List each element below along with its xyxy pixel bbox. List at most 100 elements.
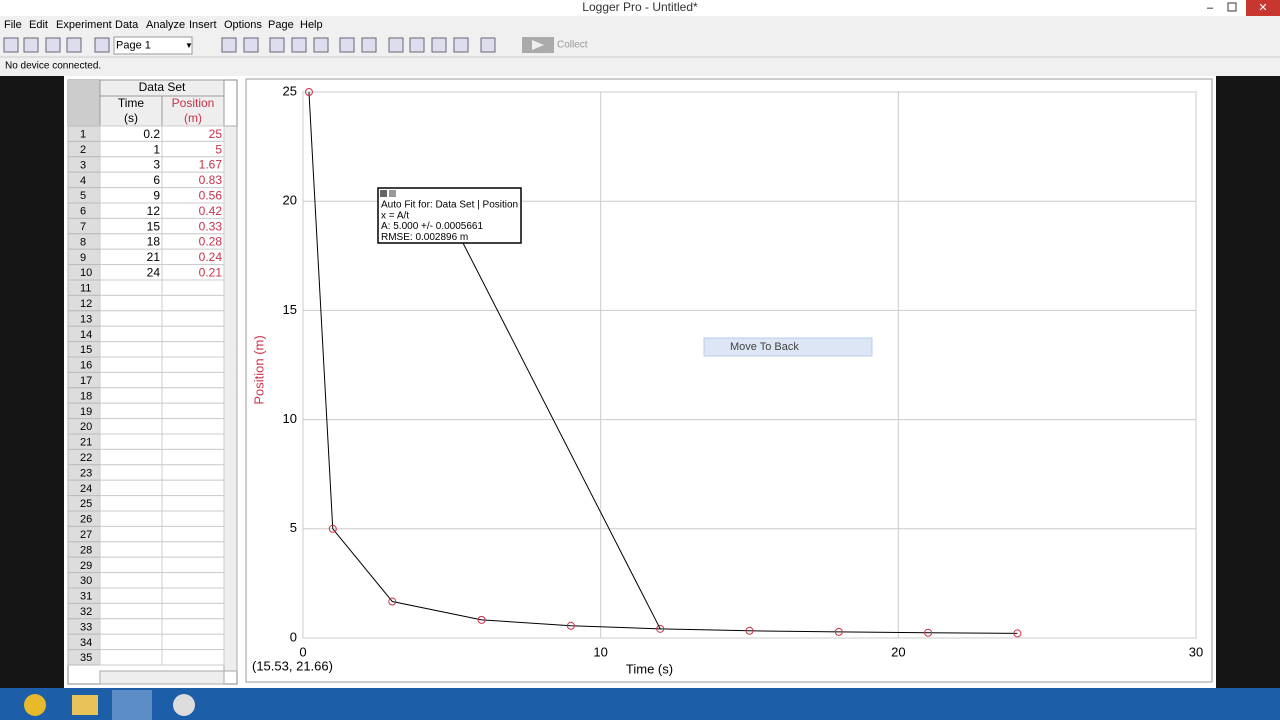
data-point[interactable] bbox=[656, 624, 665, 633]
column-header[interactable] bbox=[99, 95, 163, 127]
cell[interactable] bbox=[99, 541, 163, 558]
data-point[interactable] bbox=[388, 597, 397, 606]
cell[interactable] bbox=[161, 572, 225, 589]
data-point[interactable] bbox=[304, 88, 313, 96]
cell[interactable] bbox=[161, 448, 225, 466]
data-point[interactable] bbox=[566, 621, 575, 630]
cell[interactable] bbox=[99, 556, 163, 574]
cell[interactable] bbox=[161, 479, 225, 497]
menu-item[interactable]: Insert bbox=[189, 19, 217, 31]
cell[interactable] bbox=[99, 279, 163, 296]
toolbar-button[interactable] bbox=[45, 37, 61, 53]
cell[interactable] bbox=[99, 618, 163, 635]
toolbar-button[interactable] bbox=[269, 37, 285, 53]
data-point[interactable] bbox=[924, 628, 933, 637]
cell[interactable] bbox=[99, 325, 163, 343]
toolbar-button[interactable] bbox=[243, 37, 259, 53]
cell[interactable] bbox=[161, 325, 225, 343]
data-point[interactable] bbox=[834, 627, 843, 636]
fit-annotation-box[interactable] bbox=[377, 187, 522, 244]
cell[interactable] bbox=[99, 495, 163, 512]
cell[interactable] bbox=[161, 618, 225, 635]
toolbar-button[interactable] bbox=[3, 37, 19, 53]
cell[interactable] bbox=[161, 495, 225, 512]
app-icon[interactable] bbox=[173, 694, 195, 716]
minimize-button[interactable]: – bbox=[1207, 2, 1214, 14]
data-point[interactable] bbox=[477, 615, 486, 624]
data-point[interactable] bbox=[328, 524, 337, 533]
menu-item[interactable]: Analyze bbox=[146, 19, 185, 31]
cell[interactable] bbox=[99, 602, 163, 620]
cell[interactable] bbox=[161, 602, 225, 620]
menu-item[interactable]: Experiment bbox=[56, 19, 112, 31]
cell[interactable] bbox=[99, 433, 163, 450]
cell[interactable] bbox=[161, 587, 225, 604]
loggerpro-taskbar-button[interactable] bbox=[112, 690, 152, 720]
cell[interactable] bbox=[161, 556, 225, 574]
menu-item[interactable]: Edit bbox=[29, 19, 48, 31]
menu-item[interactable]: Help bbox=[300, 19, 323, 31]
cell[interactable] bbox=[161, 418, 225, 435]
data-point[interactable] bbox=[1013, 629, 1022, 638]
toolbar-button[interactable] bbox=[431, 37, 447, 53]
vertical-scrollbar[interactable] bbox=[223, 125, 238, 672]
cell[interactable] bbox=[161, 356, 225, 373]
folder-icon[interactable] bbox=[72, 695, 98, 715]
cell[interactable] bbox=[99, 387, 163, 404]
horizontal-scrollbar[interactable] bbox=[99, 670, 225, 685]
toolbar-button[interactable] bbox=[388, 37, 404, 53]
menu-item[interactable]: Options bbox=[224, 19, 262, 31]
annotation-close[interactable] bbox=[380, 190, 387, 197]
cell[interactable] bbox=[99, 572, 163, 589]
cell[interactable] bbox=[161, 402, 225, 420]
cell[interactable] bbox=[99, 310, 163, 327]
cell[interactable] bbox=[99, 464, 163, 481]
cell[interactable] bbox=[161, 433, 225, 450]
cell[interactable] bbox=[161, 510, 225, 527]
cell[interactable] bbox=[161, 633, 225, 651]
toolbar-button[interactable] bbox=[480, 37, 496, 53]
cell[interactable] bbox=[161, 294, 225, 312]
close-button[interactable] bbox=[1246, 0, 1280, 16]
menu-item[interactable]: File bbox=[4, 19, 22, 31]
context-menu-item[interactable] bbox=[703, 337, 873, 357]
cell[interactable] bbox=[161, 341, 225, 358]
menu-item[interactable]: Page bbox=[268, 19, 294, 31]
browser-icon[interactable] bbox=[24, 694, 46, 716]
menu-item[interactable]: Data bbox=[115, 19, 139, 31]
cell[interactable] bbox=[99, 371, 163, 389]
page-select[interactable] bbox=[113, 36, 193, 55]
toolbar-button[interactable] bbox=[339, 37, 355, 53]
toolbar-button[interactable] bbox=[361, 37, 377, 53]
toolbar-button[interactable] bbox=[23, 37, 39, 53]
cell[interactable] bbox=[161, 387, 225, 404]
toolbar-button[interactable] bbox=[94, 37, 110, 53]
cell[interactable] bbox=[99, 448, 163, 466]
annotation-options[interactable] bbox=[389, 190, 396, 197]
column-header[interactable] bbox=[161, 95, 225, 127]
cell[interactable] bbox=[99, 633, 163, 651]
cell[interactable] bbox=[99, 356, 163, 373]
cell[interactable] bbox=[99, 649, 163, 666]
cell[interactable] bbox=[161, 649, 225, 666]
cell[interactable] bbox=[161, 279, 225, 296]
toolbar-button[interactable] bbox=[313, 37, 329, 53]
toolbar-button[interactable] bbox=[66, 37, 82, 53]
cell[interactable] bbox=[161, 464, 225, 481]
cell[interactable] bbox=[99, 402, 163, 420]
cell[interactable] bbox=[99, 341, 163, 358]
toolbar-button[interactable] bbox=[409, 37, 425, 53]
cell[interactable] bbox=[99, 510, 163, 527]
cell[interactable] bbox=[161, 525, 225, 543]
cell[interactable] bbox=[99, 294, 163, 312]
toolbar-button[interactable] bbox=[291, 37, 307, 53]
cell[interactable] bbox=[161, 371, 225, 389]
toolbar-button[interactable] bbox=[453, 37, 469, 53]
cell[interactable] bbox=[99, 418, 163, 435]
cell[interactable] bbox=[99, 587, 163, 604]
cell[interactable] bbox=[99, 525, 163, 543]
cell[interactable] bbox=[161, 541, 225, 558]
cell[interactable] bbox=[161, 310, 225, 327]
maximize-button[interactable] bbox=[1227, 2, 1237, 12]
cell[interactable] bbox=[99, 479, 163, 497]
